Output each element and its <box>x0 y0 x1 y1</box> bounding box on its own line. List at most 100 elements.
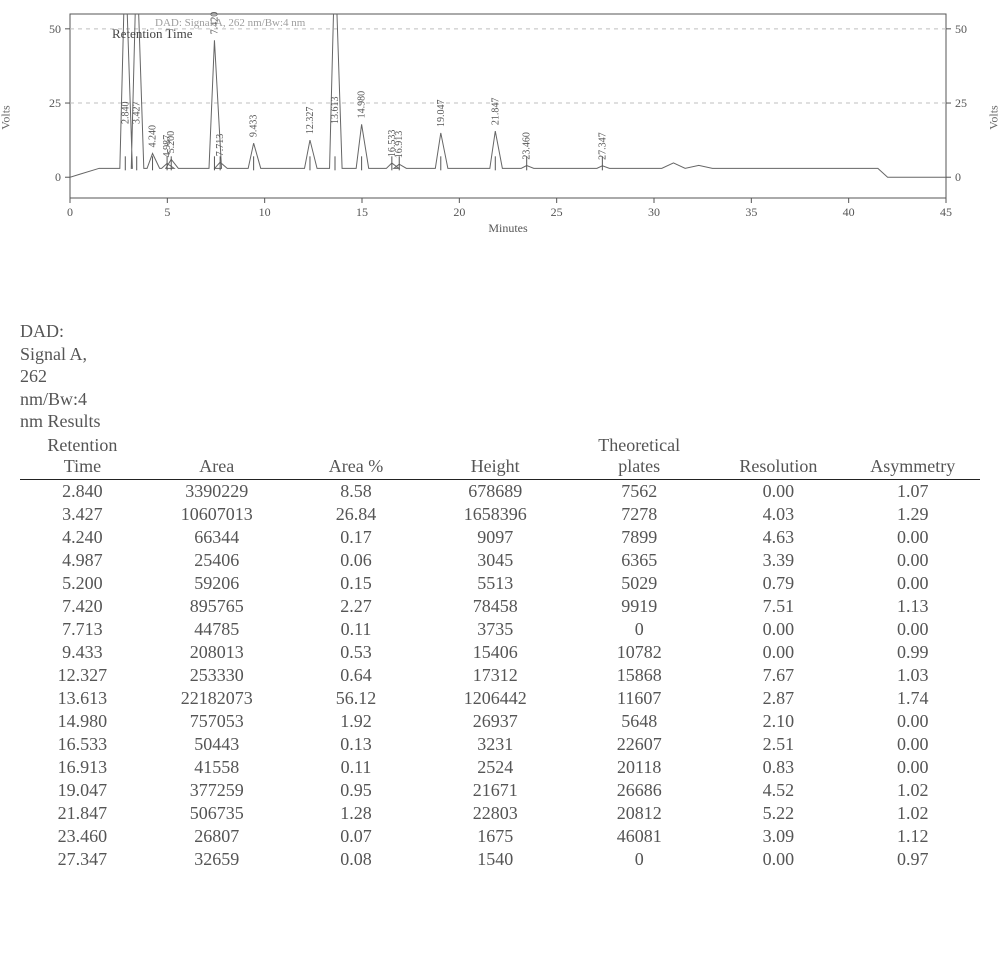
table-cell: 3735 <box>423 618 567 641</box>
table-cell: 66344 <box>145 526 289 549</box>
table-cell: 5.200 <box>20 572 145 595</box>
table-cell: 0.00 <box>711 848 845 871</box>
table-cell: 0.64 <box>289 664 423 687</box>
table-cell: 3231 <box>423 733 567 756</box>
svg-text:0: 0 <box>955 170 961 184</box>
table-cell: 11607 <box>567 687 711 710</box>
table-cell: 0.79 <box>711 572 845 595</box>
svg-text:5.200: 5.200 <box>166 131 177 154</box>
table-cell: 2.840 <box>20 479 145 503</box>
col-header: RetentionTime <box>20 433 145 480</box>
svg-text:12.327: 12.327 <box>305 107 316 135</box>
svg-text:20: 20 <box>453 205 465 219</box>
table-cell: 32659 <box>145 848 289 871</box>
table-cell: 46081 <box>567 825 711 848</box>
table-cell: 1540 <box>423 848 567 871</box>
svg-text:10: 10 <box>259 205 271 219</box>
table-cell: 23.460 <box>20 825 145 848</box>
table-cell: 0.06 <box>289 549 423 572</box>
table-cell: 0.17 <box>289 526 423 549</box>
table-row: 19.0473772590.9521671266864.521.02 <box>20 779 980 802</box>
table-cell: 0.95 <box>289 779 423 802</box>
table-cell: 0.00 <box>711 641 845 664</box>
col-header: Theoreticalplates <box>567 433 711 480</box>
table-cell: 0.00 <box>846 526 980 549</box>
svg-text:Minutes: Minutes <box>488 221 528 235</box>
svg-text:50: 50 <box>955 22 967 36</box>
svg-text:45: 45 <box>940 205 952 219</box>
table-cell: 4.52 <box>711 779 845 802</box>
table-cell: 0.00 <box>846 756 980 779</box>
table-cell: 14.980 <box>20 710 145 733</box>
table-cell: 0.99 <box>846 641 980 664</box>
table-cell: 757053 <box>145 710 289 733</box>
table-cell: 1.13 <box>846 595 980 618</box>
table-cell: 0.13 <box>289 733 423 756</box>
table-cell: 253330 <box>145 664 289 687</box>
table-cell: 21.847 <box>20 802 145 825</box>
table-cell: 1.74 <box>846 687 980 710</box>
table-cell: 22182073 <box>145 687 289 710</box>
table-cell: 7899 <box>567 526 711 549</box>
table-cell: 3045 <box>423 549 567 572</box>
y-right-title: Volts <box>986 105 1000 129</box>
table-cell: 3390229 <box>145 479 289 503</box>
svg-text:14.980: 14.980 <box>357 91 368 119</box>
svg-text:13.613: 13.613 <box>330 97 341 125</box>
svg-text:4.240: 4.240 <box>148 125 159 148</box>
svg-text:25: 25 <box>955 96 967 110</box>
table-cell: 12.327 <box>20 664 145 687</box>
svg-text:27.347: 27.347 <box>597 132 608 160</box>
table-cell: 0.00 <box>846 572 980 595</box>
table-cell: 56.12 <box>289 687 423 710</box>
svg-text:16.913: 16.913 <box>394 131 405 159</box>
table-cell: 3.39 <box>711 549 845 572</box>
table-body: 2.84033902298.5867868975620.001.073.4271… <box>20 479 980 871</box>
table-cell: 26686 <box>567 779 711 802</box>
table-cell: 7.67 <box>711 664 845 687</box>
svg-text:50: 50 <box>49 22 61 36</box>
table-row: 27.347326590.08154000.000.97 <box>20 848 980 871</box>
table-cell: 5648 <box>567 710 711 733</box>
table-cell: 26.84 <box>289 503 423 526</box>
table-cell: 13.613 <box>20 687 145 710</box>
table-cell: 2.51 <box>711 733 845 756</box>
table-cell: 208013 <box>145 641 289 664</box>
table-cell: 16.533 <box>20 733 145 756</box>
table-cell: 78458 <box>423 595 567 618</box>
chromatogram-svg: 0025255050051015202530354045Minutes2.840… <box>0 0 1000 260</box>
table-cell: 20812 <box>567 802 711 825</box>
table-cell: 2.10 <box>711 710 845 733</box>
svg-text:0: 0 <box>55 170 61 184</box>
table-cell: 22607 <box>567 733 711 756</box>
table-cell: 0.07 <box>289 825 423 848</box>
table-cell: 1.29 <box>846 503 980 526</box>
table-cell: 4.03 <box>711 503 845 526</box>
svg-text:19.047: 19.047 <box>436 99 447 127</box>
table-cell: 1.12 <box>846 825 980 848</box>
table-row: 7.4208957652.277845899197.511.13 <box>20 595 980 618</box>
svg-text:21.847: 21.847 <box>490 98 501 126</box>
col-header: Asymmetry <box>846 433 980 480</box>
table-cell: 1.02 <box>846 802 980 825</box>
table-row: 16.913415580.112524201180.830.00 <box>20 756 980 779</box>
table-cell: 10607013 <box>145 503 289 526</box>
table-cell: 0 <box>567 848 711 871</box>
table-cell: 9097 <box>423 526 567 549</box>
svg-text:40: 40 <box>843 205 855 219</box>
table-row: 16.533504430.133231226072.510.00 <box>20 733 980 756</box>
table-row: 4.987254060.06304563653.390.00 <box>20 549 980 572</box>
svg-text:Retention Time: Retention Time <box>112 26 193 41</box>
table-row: 3.4271060701326.84165839672784.031.29 <box>20 503 980 526</box>
svg-text:3.427: 3.427 <box>132 102 143 125</box>
table-cell: 377259 <box>145 779 289 802</box>
table-cell: 2.87 <box>711 687 845 710</box>
table-cell: 41558 <box>145 756 289 779</box>
table-cell: 4.987 <box>20 549 145 572</box>
table-cell: 5.22 <box>711 802 845 825</box>
table-cell: 5029 <box>567 572 711 595</box>
svg-text:35: 35 <box>745 205 757 219</box>
table-cell: 1.92 <box>289 710 423 733</box>
chromatogram-chart: Volts Volts 0025255050051015202530354045… <box>0 0 1000 260</box>
table-cell: 0.15 <box>289 572 423 595</box>
